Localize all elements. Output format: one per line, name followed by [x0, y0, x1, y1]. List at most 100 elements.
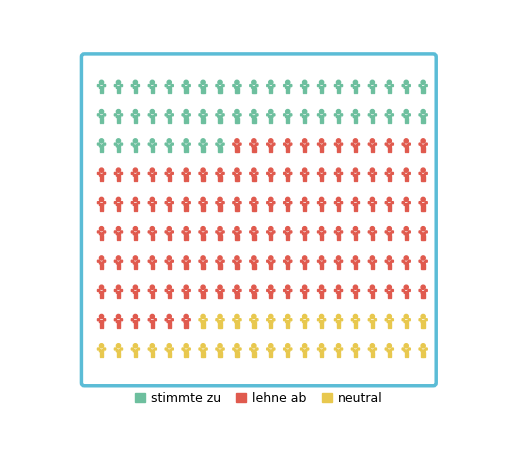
Polygon shape: [303, 88, 305, 93]
Polygon shape: [371, 322, 372, 327]
Polygon shape: [220, 293, 222, 298]
Polygon shape: [388, 322, 389, 327]
Polygon shape: [250, 114, 258, 118]
Circle shape: [370, 256, 375, 260]
Polygon shape: [237, 176, 239, 181]
Circle shape: [286, 197, 290, 202]
Circle shape: [387, 80, 391, 84]
Polygon shape: [165, 319, 173, 322]
Polygon shape: [117, 264, 118, 269]
Polygon shape: [405, 205, 406, 211]
Circle shape: [99, 256, 104, 260]
Polygon shape: [407, 147, 408, 152]
Polygon shape: [300, 143, 309, 147]
Polygon shape: [334, 143, 342, 147]
Circle shape: [302, 285, 307, 289]
Polygon shape: [271, 293, 273, 298]
Polygon shape: [405, 322, 406, 327]
Circle shape: [370, 285, 375, 289]
Polygon shape: [402, 260, 410, 264]
Polygon shape: [186, 176, 188, 181]
Polygon shape: [235, 293, 237, 298]
Circle shape: [184, 285, 188, 289]
Polygon shape: [388, 88, 389, 93]
Polygon shape: [199, 319, 207, 322]
Polygon shape: [424, 264, 425, 269]
Polygon shape: [373, 176, 374, 181]
Polygon shape: [305, 234, 307, 240]
Polygon shape: [300, 85, 309, 88]
Polygon shape: [318, 85, 326, 88]
Circle shape: [201, 315, 205, 319]
Polygon shape: [373, 147, 374, 152]
Circle shape: [336, 227, 340, 231]
Circle shape: [370, 315, 375, 319]
Polygon shape: [148, 260, 157, 264]
Circle shape: [150, 80, 155, 84]
Circle shape: [167, 197, 171, 202]
Polygon shape: [284, 260, 292, 264]
Circle shape: [252, 227, 256, 231]
Circle shape: [133, 227, 137, 231]
Polygon shape: [305, 176, 307, 181]
Polygon shape: [320, 88, 321, 93]
Circle shape: [252, 285, 256, 289]
Circle shape: [133, 109, 137, 114]
Polygon shape: [388, 205, 389, 211]
Circle shape: [336, 315, 340, 319]
Polygon shape: [136, 88, 137, 93]
Polygon shape: [153, 264, 154, 269]
Circle shape: [150, 344, 155, 348]
Polygon shape: [235, 88, 237, 93]
Polygon shape: [368, 114, 376, 118]
Polygon shape: [148, 319, 157, 322]
Polygon shape: [320, 352, 321, 357]
Polygon shape: [388, 234, 389, 240]
Polygon shape: [288, 352, 289, 357]
Circle shape: [218, 344, 222, 348]
Polygon shape: [119, 88, 120, 93]
Polygon shape: [115, 143, 123, 147]
Polygon shape: [201, 293, 203, 298]
Polygon shape: [267, 231, 275, 234]
Circle shape: [218, 256, 222, 260]
Polygon shape: [119, 118, 120, 123]
Polygon shape: [337, 147, 338, 152]
Polygon shape: [150, 322, 152, 327]
Polygon shape: [117, 352, 118, 357]
Circle shape: [269, 344, 273, 348]
Polygon shape: [373, 118, 374, 123]
Polygon shape: [271, 176, 273, 181]
Circle shape: [99, 315, 104, 319]
Polygon shape: [371, 352, 372, 357]
Polygon shape: [134, 88, 135, 93]
Polygon shape: [119, 234, 120, 240]
Polygon shape: [269, 118, 271, 123]
Polygon shape: [252, 88, 254, 93]
Polygon shape: [97, 348, 106, 352]
Polygon shape: [218, 352, 220, 357]
Polygon shape: [356, 88, 357, 93]
Circle shape: [116, 344, 121, 348]
Polygon shape: [233, 319, 241, 322]
Polygon shape: [320, 264, 321, 269]
Circle shape: [320, 80, 324, 84]
Polygon shape: [303, 293, 305, 298]
Circle shape: [133, 139, 137, 143]
Polygon shape: [419, 85, 427, 88]
Polygon shape: [269, 176, 271, 181]
Polygon shape: [184, 118, 186, 123]
Circle shape: [184, 315, 188, 319]
Polygon shape: [184, 176, 186, 181]
Circle shape: [184, 139, 188, 143]
Circle shape: [320, 315, 324, 319]
Polygon shape: [269, 205, 271, 211]
Polygon shape: [371, 147, 372, 152]
Polygon shape: [100, 293, 101, 298]
Circle shape: [302, 227, 307, 231]
Polygon shape: [371, 293, 372, 298]
Circle shape: [302, 80, 307, 84]
Polygon shape: [220, 118, 222, 123]
Polygon shape: [388, 293, 389, 298]
Polygon shape: [385, 114, 393, 118]
